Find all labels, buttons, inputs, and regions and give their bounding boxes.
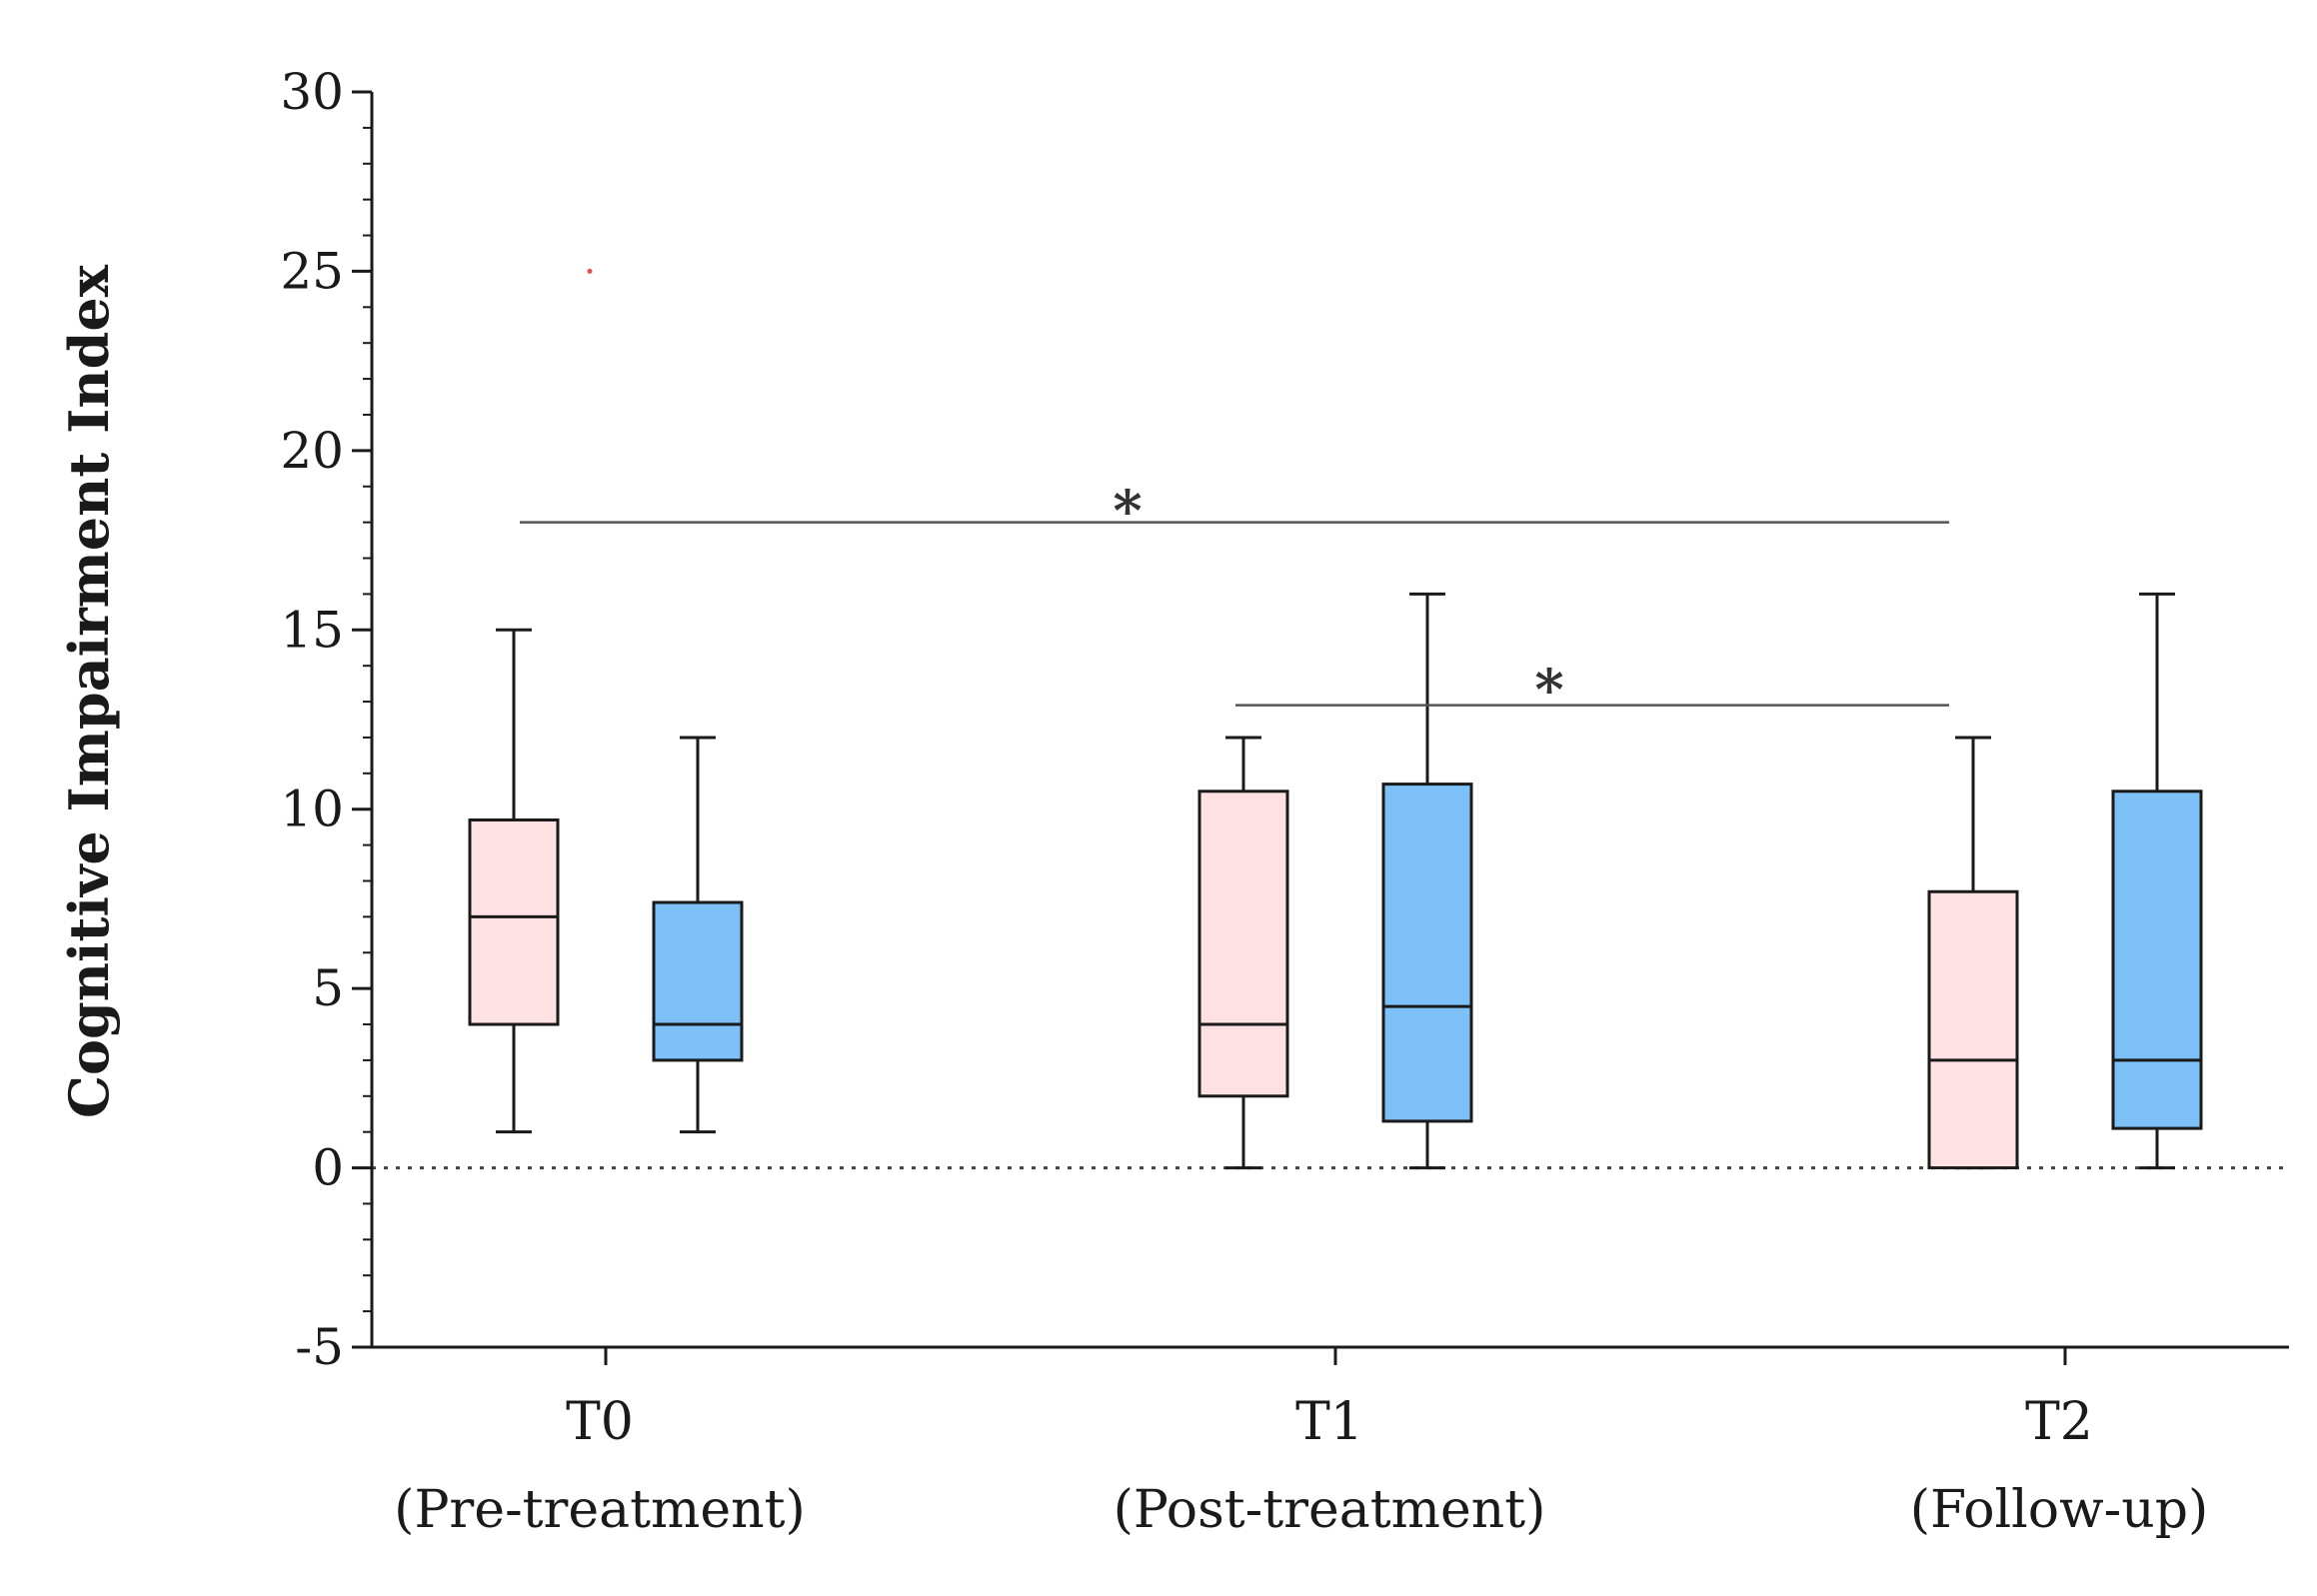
box-iqr [1197,790,1289,1098]
x-tick-label: T1 [1295,1392,1363,1452]
x-tick-sublabel: (Post-treatment) [1114,1480,1546,1540]
box-pink-group-1 [1197,736,1289,1170]
x-tick-sublabel: (Pre-treatment) [394,1480,806,1540]
box-iqr [652,900,744,1062]
significance-star: * [1113,479,1142,545]
x-tick-label: T2 [2025,1392,2093,1452]
box-blue-group-0 [652,736,744,1134]
box-iqr [2111,790,2203,1130]
box-pink-group-2 [1927,736,2019,1170]
box-blue-group-1 [1381,592,1473,1170]
y-tick-label: 0 [312,1139,344,1197]
outlier-point [587,268,593,274]
y-tick-label: 25 [280,242,344,300]
box-pink-group-0 [468,628,560,1134]
y-tick-label: 20 [280,422,344,480]
x-tick-label: T0 [566,1392,634,1452]
box-blue-group-2 [2111,592,2203,1170]
y-tick-label: 30 [280,63,344,121]
significance-star: * [1534,658,1563,724]
box-iqr [468,817,560,1026]
y-tick-label: 10 [280,781,344,838]
box-iqr [1927,889,2019,1170]
y-tick-label: 15 [280,601,344,659]
y-tick-label: 5 [312,959,344,1017]
x-tick-sublabel: (Follow-up) [1910,1480,2209,1540]
box-iqr [1381,783,1473,1123]
y-tick-label: -5 [295,1318,344,1376]
y-axis-title: Cognitive Impairment Index [57,264,121,1118]
